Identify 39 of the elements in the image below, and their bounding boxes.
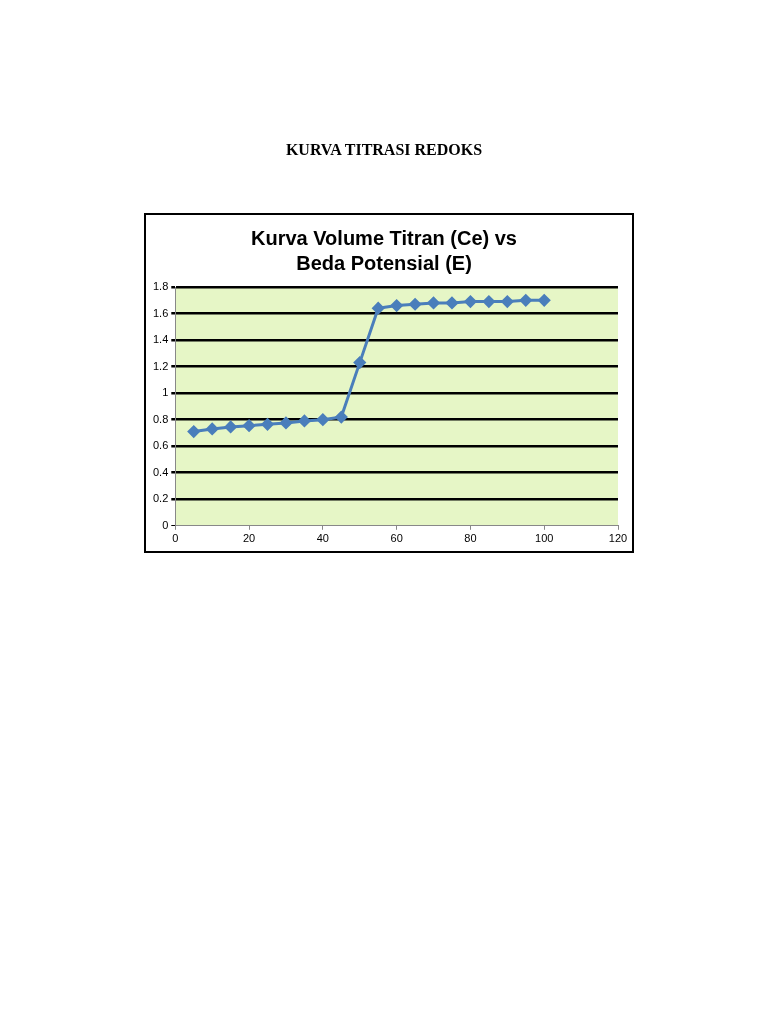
x-tick-label: 0: [172, 532, 179, 545]
point: [316, 413, 329, 426]
x-tick-label: 40: [316, 532, 329, 545]
point: [224, 420, 237, 433]
point: [427, 296, 440, 309]
y-tick-label: 1: [162, 386, 169, 399]
point: [353, 356, 366, 369]
point: [279, 416, 292, 429]
x-tick-label: 20: [242, 532, 256, 545]
point: [390, 299, 403, 312]
point: [261, 418, 274, 431]
y-tick-label: 0.4: [152, 465, 169, 478]
y-tick-label: 1.4: [152, 333, 169, 346]
point: [409, 298, 422, 311]
point: [445, 296, 458, 309]
point: [243, 419, 256, 432]
point: [335, 411, 348, 424]
x-tick-label: 60: [390, 532, 403, 545]
point: [501, 295, 514, 308]
point: [372, 302, 385, 315]
y-tick-label: 1.8: [152, 280, 169, 293]
y-tick-label: 0.6: [152, 439, 169, 452]
point: [206, 422, 219, 435]
y-tick-label: 0: [162, 518, 169, 531]
point: [519, 294, 532, 307]
chart-subtitle: KURVA TITRASI REDOKS: [284, 141, 484, 159]
x-tick-label: 100: [535, 532, 554, 545]
point: [298, 414, 311, 427]
chart-title: Kurva Volume Titran (Ce) vs Beda Potensial (E): [251, 227, 517, 275]
point: [464, 295, 477, 308]
y-tick-label: 1.2: [152, 359, 169, 372]
point: [482, 295, 495, 308]
x-tick-label: 80: [464, 532, 477, 545]
x-tick-label: 120: [608, 532, 628, 545]
point: [538, 294, 551, 307]
y-tick-label: 0.2: [152, 492, 169, 505]
point: [187, 425, 200, 438]
y-tick-label: 1.6: [152, 306, 169, 319]
y-tick-label: 0.8: [152, 412, 169, 425]
